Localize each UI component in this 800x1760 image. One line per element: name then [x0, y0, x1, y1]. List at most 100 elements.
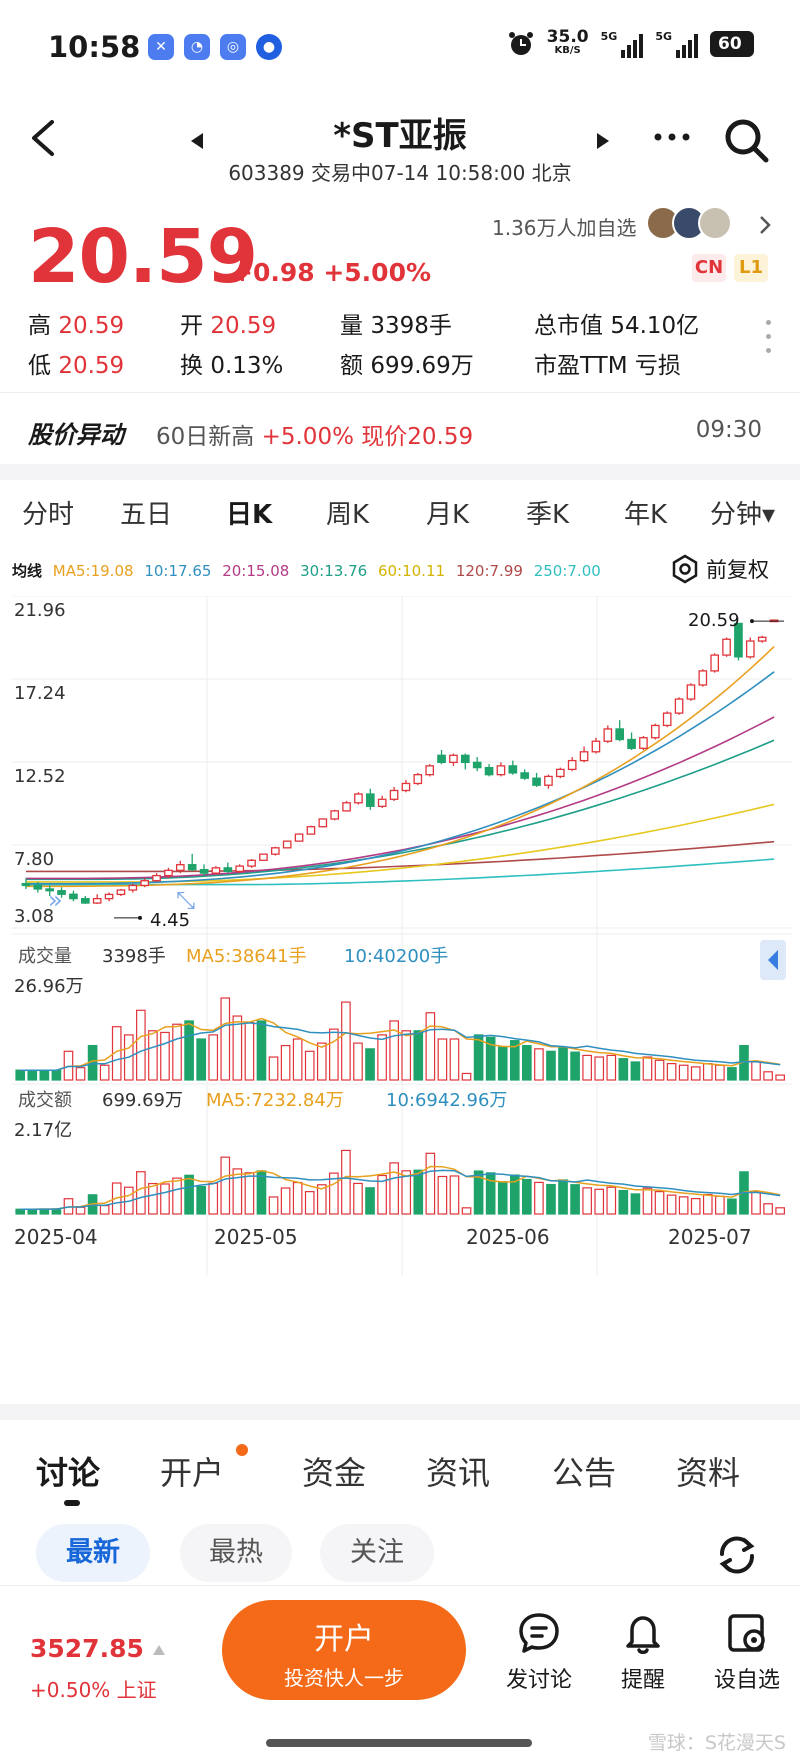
amount-bar-up — [437, 1175, 448, 1215]
volume-bar-up — [582, 1054, 592, 1081]
candle-down — [520, 772, 530, 779]
index-value[interactable]: 3527.85 — [30, 1634, 144, 1663]
candle-up — [330, 810, 340, 820]
ma120-line — [25, 840, 775, 873]
price-alert-row[interactable]: 股价异动 60日新高 +5.00% 现价20.59 09:30 — [0, 392, 800, 464]
amount-bar-up — [341, 1149, 351, 1215]
tab-five-day[interactable]: 五日 — [120, 500, 173, 530]
forward-adjust-button[interactable]: 前复权 — [670, 554, 769, 584]
stock-header: *ST亚振 603389 交易中07-14 10:58:00 北京 — [0, 100, 800, 190]
ma5-line — [25, 646, 775, 888]
quote-grid[interactable]: 高 20.59 开 20.59 量 3398手 总市值 54.10亿 低 20.… — [28, 300, 748, 382]
candle-down — [734, 622, 743, 658]
candle-down — [627, 738, 636, 749]
amount-bar-up — [425, 1152, 436, 1215]
quote-turnover: 换 0.13% — [180, 346, 283, 380]
more-vertical-icon[interactable] — [766, 320, 772, 362]
chevron-right-icon[interactable] — [758, 214, 772, 236]
filter-hot[interactable]: 最热 — [180, 1524, 292, 1582]
high-value: 20.59 — [58, 313, 125, 339]
min-price-dot — [138, 915, 142, 920]
candle-up — [389, 789, 399, 800]
volume-bar-up — [654, 1059, 665, 1081]
next-stock-icon[interactable] — [596, 132, 610, 150]
mcap-label: 总市值 — [534, 313, 603, 339]
tab-funds[interactable]: 资金 — [302, 1454, 367, 1492]
tab-daily-k[interactable]: 日K — [226, 500, 273, 530]
home-indicator[interactable] — [266, 1739, 532, 1747]
amount-bar-up — [461, 1207, 472, 1215]
candle-down — [532, 777, 541, 786]
tab-profile[interactable]: 资料 — [676, 1454, 741, 1492]
tab-intraday[interactable]: 分时 — [22, 500, 75, 530]
active-tab-indicator — [64, 1500, 80, 1506]
l1-badge: L1 — [734, 254, 768, 282]
volume-bar-up — [401, 1030, 412, 1081]
volume-bar-up — [437, 1038, 448, 1081]
volume-ma10-line — [20, 1022, 781, 1071]
volume-bar-up — [715, 1064, 725, 1081]
more-icon[interactable] — [652, 122, 692, 152]
candle-up — [662, 712, 672, 727]
open-account-button[interactable]: 开户 投资快人一步 — [222, 1600, 466, 1700]
candle-up — [294, 833, 304, 842]
volume-bar-down — [365, 1048, 375, 1081]
candle-up — [175, 864, 185, 871]
candle-down — [437, 754, 446, 764]
tab-discuss[interactable]: 讨论 — [36, 1454, 101, 1492]
net-speed: 35.0 KB/S — [547, 29, 589, 58]
open-label: 开 — [180, 313, 203, 339]
filter-following[interactable]: 关注 — [320, 1524, 434, 1582]
tab-announcements[interactable]: 公告 — [552, 1454, 617, 1492]
ma30-line — [25, 739, 775, 881]
price-change: +0.98 +5.00% — [232, 258, 432, 287]
volume-bar-up — [148, 1030, 158, 1081]
candle-up — [639, 737, 648, 749]
chat-bubble-icon — [519, 1613, 559, 1653]
tab-minute[interactable]: 分钟▾ — [710, 500, 776, 530]
reminder-button[interactable]: 提醒 — [598, 1610, 688, 1694]
turnover-value: 0.13% — [210, 353, 284, 379]
candle-down — [615, 728, 625, 741]
candle-up — [247, 859, 256, 867]
candle-up — [496, 765, 506, 776]
volume-bar-up — [353, 1042, 363, 1081]
candle-up — [128, 884, 138, 891]
low-label: 低 — [28, 353, 51, 379]
candle-up — [710, 654, 720, 672]
add-watchlist-button[interactable]: 设自选 — [702, 1610, 792, 1694]
candle-down — [365, 793, 375, 807]
alert-title: 股价异动 — [28, 421, 124, 449]
back-icon[interactable] — [28, 118, 58, 158]
amount-bar-up — [401, 1170, 412, 1215]
tab-open-account[interactable]: 开户 — [160, 1454, 225, 1492]
prev-stock-icon[interactable] — [190, 132, 204, 150]
amount-bar-up — [389, 1162, 399, 1215]
volume-bar-down — [15, 1069, 26, 1081]
ma20-legend: 20:15.08 — [222, 562, 290, 580]
amount-bar-down — [497, 1181, 508, 1215]
avatar — [698, 206, 732, 240]
post-discussion-button[interactable]: 发讨论 — [494, 1610, 584, 1694]
candle-up — [152, 874, 161, 882]
tab-monthly-k[interactable]: 月K — [426, 500, 470, 530]
search-icon[interactable] — [722, 116, 770, 164]
ma5-legend: MA5:19.08 — [52, 562, 134, 580]
index-change[interactable]: +0.50% 上证 — [30, 1678, 157, 1702]
quote-mcap: 总市值 54.10亿 — [534, 306, 699, 340]
volume-bar-down — [413, 1030, 424, 1081]
watcher-avatars[interactable] — [646, 206, 732, 240]
tab-news[interactable]: 资讯 — [426, 1454, 491, 1492]
tab-yearly-k[interactable]: 年K — [624, 500, 668, 530]
x-tick-label: 2025-05 — [214, 1225, 298, 1249]
tab-quarterly-k[interactable]: 季K — [526, 500, 570, 530]
refresh-icon[interactable] — [714, 1532, 760, 1578]
quote-pe: 市盈TTM 亏损 — [534, 346, 681, 380]
candle-up — [282, 840, 292, 849]
ma-legend: 均线 MA5:19.08 10:17.65 20:15.08 30:13.76 … — [12, 560, 607, 586]
kline-chart[interactable]: 21.96 17.24 12.52 7.80 3.08 20.59 4.45 » ⤡ 成交量 339… — [0, 596, 800, 1396]
watchers-count[interactable]: 1.36万人加自选 — [492, 216, 637, 240]
ma-legend-title: 均线 — [12, 562, 43, 580]
filter-latest[interactable]: 最新 — [36, 1524, 150, 1582]
tab-weekly-k[interactable]: 周K — [326, 500, 370, 530]
